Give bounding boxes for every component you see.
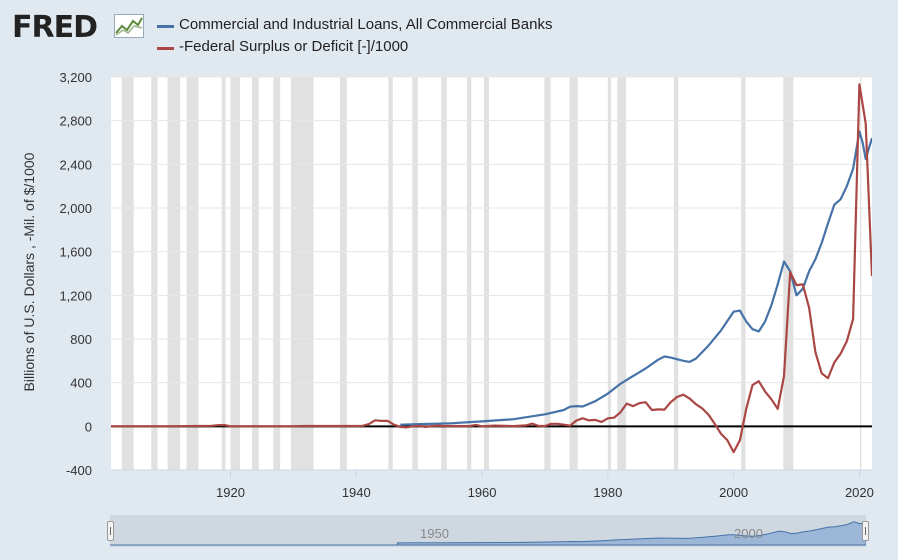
x-axis: 1920 1940 1960 1980 2000 2020: [111, 469, 874, 500]
y-tick-label: 0: [85, 419, 92, 434]
navigator-left-handle[interactable]: [107, 521, 114, 541]
y-tick-label: 2,400: [59, 157, 92, 172]
y-axis-title: Billions of U.S. Dollars , -Mil. of $/10…: [21, 152, 37, 391]
recession-band: [251, 77, 259, 470]
navigator-tick-label: 2000: [734, 526, 763, 541]
y-axis: -400 0 400 800 1,200 1,600 2,000 2,400 2,800 3,20…: [59, 70, 92, 478]
recession-band: [186, 77, 199, 470]
legend-swatch-deficit: [157, 47, 174, 50]
recession-band: [290, 77, 314, 470]
recession-band: [273, 77, 281, 470]
x-tick-label: 2020: [845, 485, 874, 500]
y-tick-label: 800: [70, 332, 92, 347]
recession-band: [388, 77, 393, 470]
series-line-loans[interactable]: [400, 130, 872, 426]
y-tick-label: 2,800: [59, 114, 92, 129]
recession-band: [569, 77, 578, 470]
x-tick-label: 1940: [342, 485, 371, 500]
line-chart-icon: [114, 14, 144, 38]
x-tick-label: 1960: [468, 485, 497, 500]
recession-band: [607, 77, 611, 470]
y-tick-label: 1,200: [59, 288, 92, 303]
recession-band: [412, 77, 418, 470]
x-tick-label: 1980: [593, 485, 622, 500]
legend-label-deficit: -Federal Surplus or Deficit [-]/1000: [179, 38, 409, 55]
legend-label-loans: Commercial and Industrial Loans, All Com…: [179, 16, 553, 33]
recession-bands: [121, 77, 862, 470]
series-lines: [111, 83, 872, 454]
navigator-right-handle[interactable]: [862, 521, 869, 541]
y-tick-label: 400: [70, 376, 92, 391]
navigator-mini-chart: [110, 521, 866, 546]
recession-band: [230, 77, 240, 470]
recession-band: [466, 77, 472, 470]
recession-band: [544, 77, 551, 470]
fred-logo[interactable]: FRED: [12, 10, 98, 45]
range-navigator[interactable]: 1950 2000: [107, 515, 869, 547]
legend-swatch-loans: [157, 25, 174, 28]
recession-band: [617, 77, 627, 470]
series-line-deficit[interactable]: [111, 83, 872, 454]
recession-band: [441, 77, 447, 470]
x-tick-label: 2000: [719, 485, 748, 500]
recession-band: [673, 77, 679, 470]
chart-header: FRED Commercial and Industrial Loans, Al…: [0, 0, 898, 62]
y-tick-label: 3,200: [59, 70, 92, 85]
recession-band: [783, 77, 794, 470]
x-tick-label: 1920: [216, 485, 245, 500]
recession-band: [151, 77, 158, 470]
navigator-tick-label: 1950: [420, 526, 449, 541]
recession-band: [483, 77, 489, 470]
y-tick-label: 2,000: [59, 201, 92, 216]
y-tick-label: -400: [66, 463, 92, 478]
recession-band: [741, 77, 746, 470]
y-tick-label: 1,600: [59, 245, 92, 260]
navigator-area: [110, 521, 866, 546]
recession-band: [339, 77, 347, 470]
recession-band: [121, 77, 134, 470]
recession-band: [860, 77, 862, 470]
line-chart[interactable]: -400 0 400 800 1,200 1,600 2,000 2,400 2,800 3,20…: [0, 0, 898, 510]
recession-band: [167, 77, 181, 470]
recession-band: [221, 77, 226, 470]
